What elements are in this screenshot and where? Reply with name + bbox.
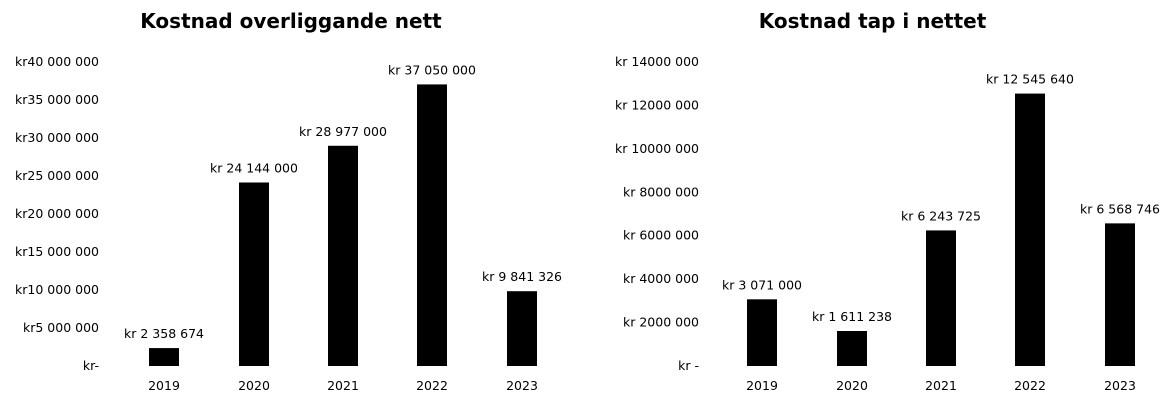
bar [747, 299, 777, 366]
data-label: kr 6 568 746 [1080, 201, 1160, 216]
bar [837, 331, 867, 366]
y-tick-label: kr - [678, 358, 699, 373]
bar [239, 182, 269, 366]
x-tick-label: 2022 [1014, 378, 1046, 393]
data-label: kr 2 358 674 [124, 326, 204, 341]
bar [1015, 93, 1045, 367]
y-tick-label: kr35 000 000 [15, 92, 99, 107]
data-label: kr 28 977 000 [299, 124, 387, 139]
y-tick-label: kr25 000 000 [15, 168, 99, 183]
data-label: kr 37 050 000 [388, 62, 476, 77]
chart-title: Kostnad overliggande nett [140, 9, 442, 33]
x-tick-label: 2023 [1104, 378, 1136, 393]
bar [149, 348, 179, 366]
y-tick-label: kr40 000 000 [15, 54, 99, 69]
chart-overliggande-nett: Kostnad overliggande nett kr-kr5 000 000… [15, 9, 562, 393]
bar [417, 84, 447, 367]
bar [328, 145, 358, 366]
y-tick-label: kr 12000 000 [615, 97, 699, 112]
x-tick-label: 2019 [148, 378, 180, 393]
y-tick-label: kr 4000 000 [623, 271, 699, 286]
data-label: kr 24 144 000 [210, 161, 298, 176]
chart-title: Kostnad tap i nettet [758, 9, 987, 33]
y-tick-label: kr 8000 000 [623, 184, 699, 199]
x-tick-label: 2021 [925, 378, 957, 393]
y-tick-label: kr20 000 000 [15, 206, 99, 221]
data-label: kr 9 841 326 [482, 269, 562, 284]
y-tick-label: kr5 000 000 [23, 320, 99, 335]
x-tick-label: 2020 [836, 378, 868, 393]
y-tick-label: kr 14000 000 [615, 54, 699, 69]
bar-chart-tap-i-nettet: kr - kr 2000 000 kr 4000 000 kr 6000 000 kr … [615, 54, 1160, 393]
x-tick-label: 2019 [746, 378, 778, 393]
y-tick-label: kr30 000 000 [15, 130, 99, 145]
data-label: kr 3 071 000 [722, 277, 802, 292]
bar [926, 230, 956, 366]
y-tick-label: kr 2000 000 [623, 315, 699, 330]
y-tick-label: kr15 000 000 [15, 244, 99, 259]
y-tick-label: kr 10000 000 [615, 141, 699, 156]
data-label: kr 12 545 640 [986, 72, 1074, 87]
bar-chart-overliggande-nett: kr-kr5 000 000 kr10 000 000 kr15 000 000 kr… [15, 54, 562, 393]
x-tick-label: 2020 [238, 378, 270, 393]
x-tick-label: 2021 [327, 378, 359, 393]
data-label: kr 1 611 238 [812, 309, 892, 324]
data-label: kr 6 243 725 [901, 208, 981, 223]
x-tick-label: 2022 [416, 378, 448, 393]
y-tick-label: kr- [83, 358, 99, 373]
chart-tap-i-nettet: Kostnad tap i nettet kr - kr 2000 000 kr 4… [582, 0, 1163, 394]
y-tick-label: kr10 000 000 [15, 282, 99, 297]
x-tick-label: 2023 [506, 378, 538, 393]
bar [507, 291, 537, 366]
y-tick-label: kr 6000 000 [623, 228, 699, 243]
bar [1105, 223, 1135, 366]
